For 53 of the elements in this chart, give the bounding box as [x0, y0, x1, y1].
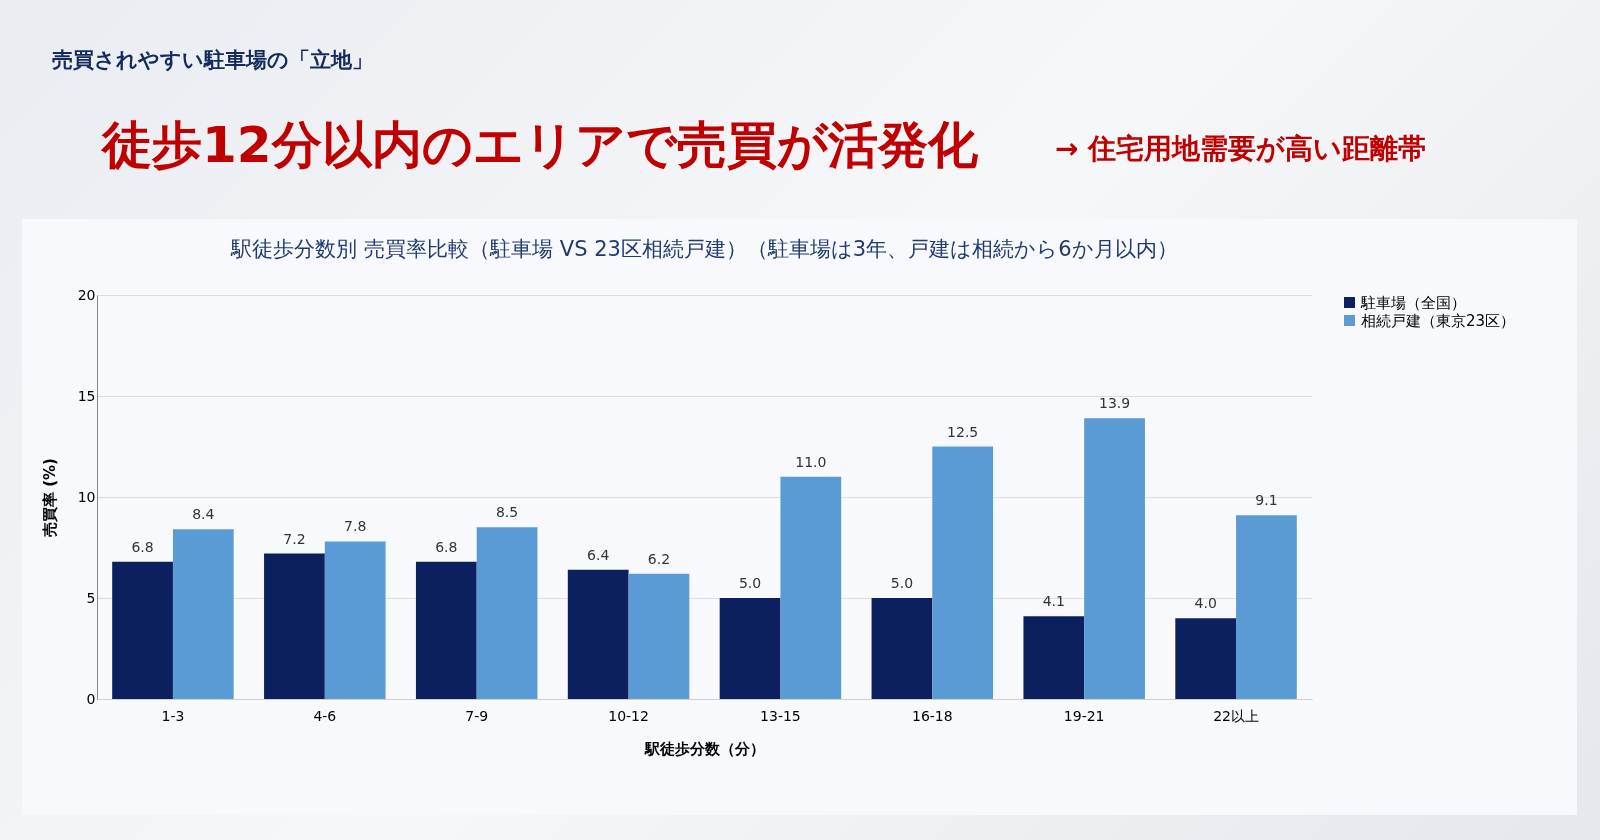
- y-tick-label: 10: [77, 488, 96, 505]
- x-tick-label: 7-9: [465, 707, 489, 724]
- y-tick-label: 15: [77, 387, 96, 404]
- x-tick-label: 19-21: [1063, 707, 1105, 724]
- data-label: 4.1: [1042, 593, 1065, 610]
- y-axis-title: 売買率 (%): [40, 458, 59, 537]
- bar: [628, 573, 690, 699]
- data-label: 11.0: [795, 453, 827, 470]
- x-tick-label: 1-3: [161, 707, 185, 724]
- legend-label: 相続戸建（東京23区）: [1361, 311, 1516, 330]
- data-label: 4.0: [1194, 595, 1217, 612]
- data-label: 8.4: [192, 506, 215, 523]
- bar: [1023, 616, 1085, 699]
- data-label: 6.8: [435, 538, 458, 555]
- data-label: 13.9: [1098, 395, 1131, 412]
- x-axis-title: 駅徒歩分数（分）: [644, 739, 765, 758]
- bar: [1175, 618, 1237, 699]
- x-tick-label: 10-12: [608, 707, 649, 724]
- bar: [871, 598, 933, 699]
- chart-title: 駅徒歩分数別 売買率比較（駐車場 VS 23区相続戸建）（駐車場は3年、戸建は相続から6か月以内）: [230, 237, 1178, 261]
- bar: [719, 598, 781, 699]
- data-label: 9.1: [1255, 492, 1278, 509]
- data-label: 12.5: [947, 423, 979, 440]
- y-tick-label: 20: [77, 286, 96, 303]
- x-tick-label: 22以上: [1213, 707, 1259, 724]
- data-label: 7.2: [283, 530, 306, 547]
- data-label: 6.8: [131, 538, 154, 555]
- text: 徒歩12分以内のエリアで売買が活発化: [102, 115, 978, 176]
- bar: [112, 561, 173, 699]
- data-label: 6.4: [587, 546, 610, 563]
- data-label: 5.0: [890, 575, 914, 591]
- y-tick-label: 0: [86, 690, 96, 707]
- bar: [780, 476, 842, 699]
- bar: [1236, 515, 1297, 699]
- y-tick-label: 5: [86, 589, 96, 606]
- bar: [172, 529, 234, 699]
- bar: [567, 569, 629, 699]
- data-label: 5.0: [738, 575, 762, 591]
- bar: [476, 527, 538, 699]
- bar: [415, 561, 477, 699]
- bar: [264, 553, 325, 699]
- legend-label: 駐車場（全国）: [1360, 293, 1466, 312]
- x-tick-label: 4-6: [313, 707, 337, 724]
- x-tick-label: 13-15: [760, 707, 801, 724]
- bar: [932, 446, 994, 699]
- data-label: 6.2: [647, 550, 671, 567]
- data-label: 7.8: [344, 518, 367, 535]
- bar: [324, 541, 386, 699]
- data-label: 8.5: [495, 504, 519, 521]
- bar: [1084, 418, 1145, 699]
- text: → 住宅用地需要が高い距離帯: [1055, 131, 1427, 167]
- text: 売買されやすい駐車場の「立地」: [52, 47, 373, 74]
- x-tick-label: 16-18: [911, 707, 953, 724]
